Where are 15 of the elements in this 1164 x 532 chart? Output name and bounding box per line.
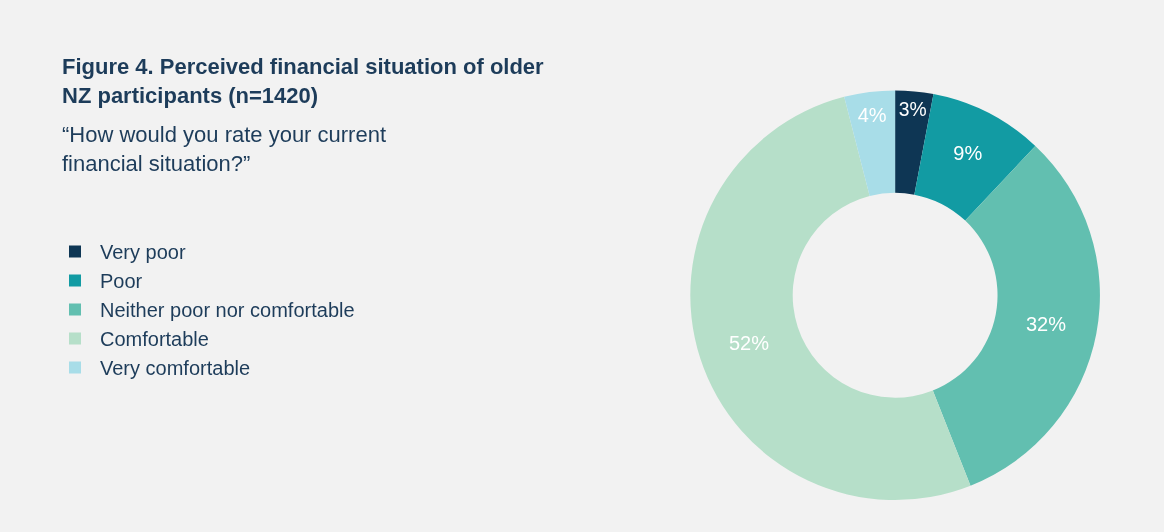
legend-label: Neither poor nor comfortable: [100, 299, 355, 322]
legend-label: Poor: [100, 270, 143, 293]
data-label: 32%: [1025, 313, 1067, 336]
legend-label: Very poor: [100, 241, 186, 264]
donut-slice: [844, 90, 896, 197]
legend-label: Comfortable: [100, 328, 209, 351]
data-label: 9%: [953, 141, 983, 164]
chart-title: Figure 4. Perceived financial situation of older NZ participants (n=1420): [62, 54, 545, 108]
data-label: 3%: [898, 98, 927, 120]
text: “How would you rate your current financial situation?”: [62, 122, 387, 176]
data-label: 4%: [857, 103, 887, 126]
donut-slice: [895, 90, 934, 195]
donut-slice: [932, 145, 1100, 486]
legend-label: Very comfortable: [100, 357, 251, 380]
data-label: 52%: [728, 331, 770, 354]
